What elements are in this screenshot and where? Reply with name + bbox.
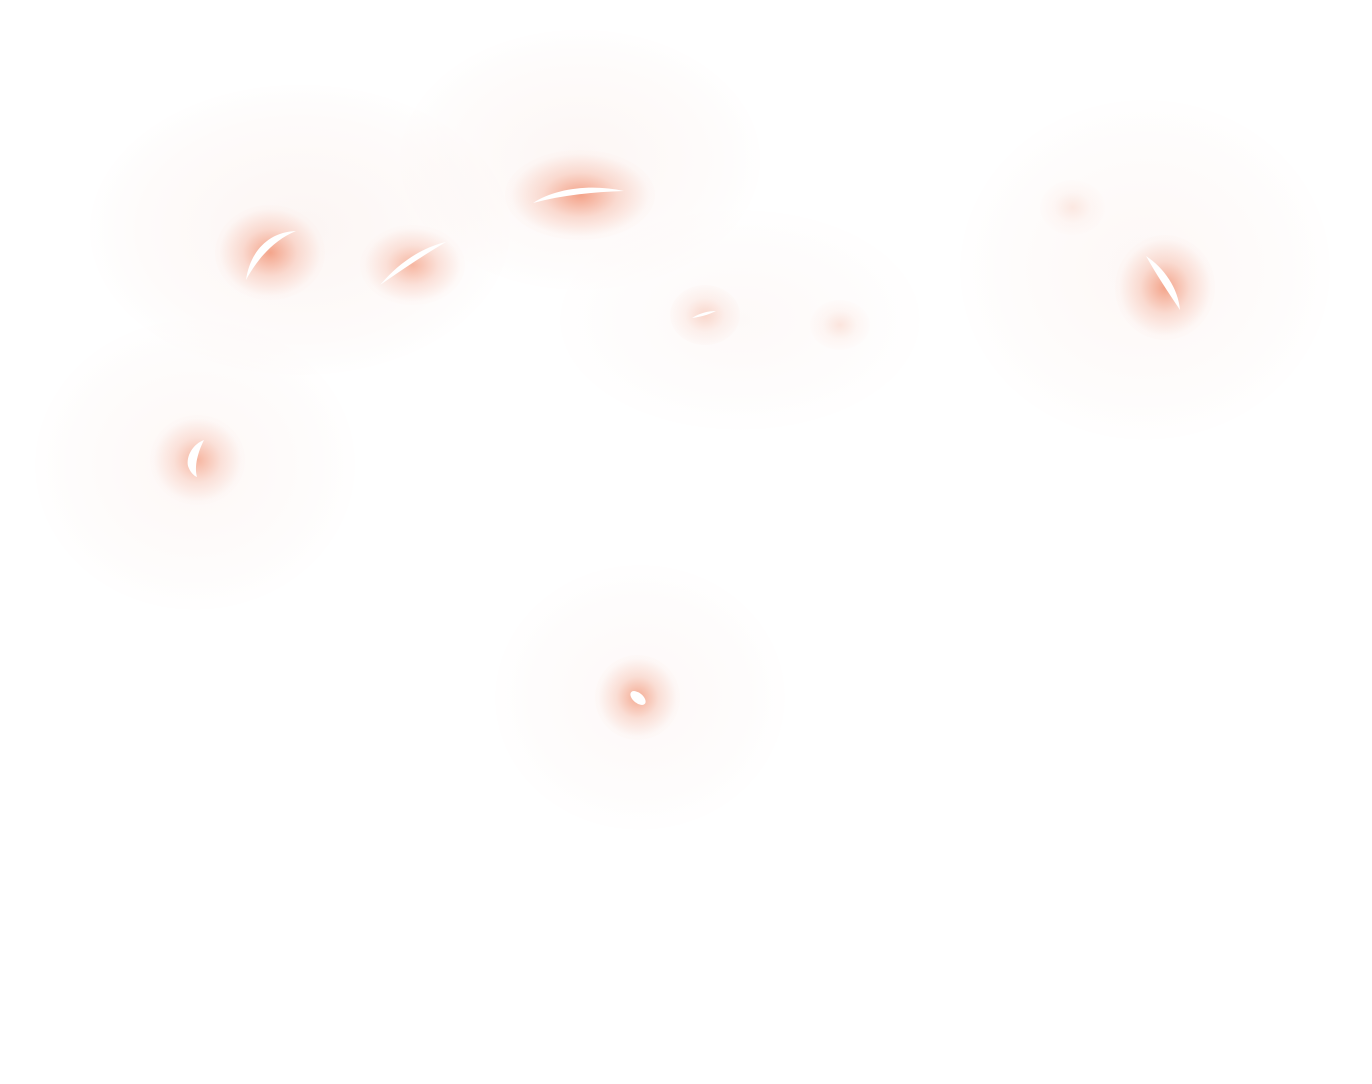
highlight-streak-4: [692, 311, 716, 318]
highlight-streak-5: [1146, 256, 1180, 310]
highlight-streak-6: [187, 440, 204, 477]
highlight-streak-2: [380, 242, 446, 285]
highlight-streak-7: [630, 691, 646, 705]
highlight-streak-1: [246, 231, 296, 280]
highlight-streak-3: [533, 187, 624, 203]
